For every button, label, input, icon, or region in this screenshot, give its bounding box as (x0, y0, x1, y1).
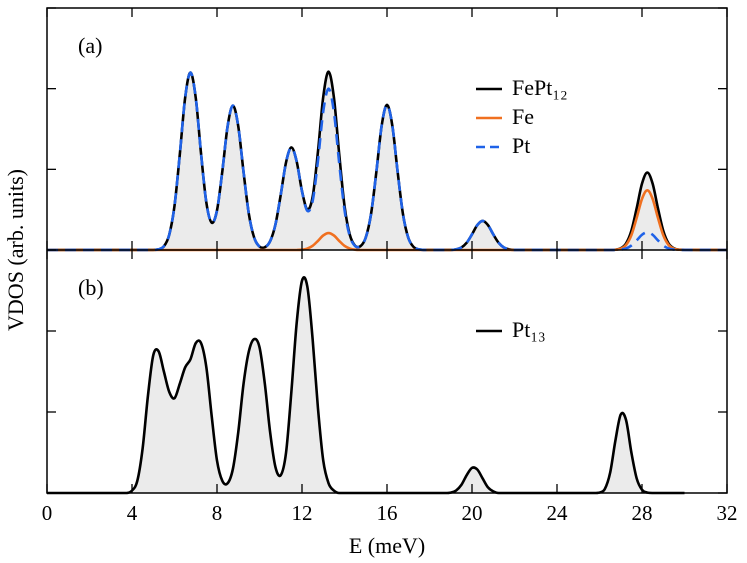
x-tick-label: 28 (632, 501, 653, 525)
legend-label: FePt₁₂ (512, 75, 568, 100)
x-tick-label: 16 (377, 501, 398, 525)
panel-label: (b) (78, 275, 104, 300)
y-axis-label: VDOS (arb. units) (3, 169, 28, 331)
x-tick-label: 20 (462, 501, 483, 525)
legend-label: Pt (512, 133, 530, 158)
x-tick-label: 32 (717, 501, 738, 525)
x-tick-label: 0 (42, 501, 53, 525)
plot-layers: 0 4 8 12 16 20 24 28 32 (42, 7, 738, 525)
panel-label: (a) (78, 33, 102, 58)
legend-label: Fe (512, 104, 534, 129)
area-fill (47, 71, 727, 250)
x-axis-label: E (meV) (349, 533, 425, 558)
x-tick-label: 24 (547, 501, 569, 525)
area-fill (47, 277, 685, 493)
legend-label: Pt₁₃ (512, 317, 546, 342)
x-tick-label: 12 (292, 501, 313, 525)
x-tick-label: 8 (212, 501, 223, 525)
x-tick-label: 4 (127, 501, 138, 525)
